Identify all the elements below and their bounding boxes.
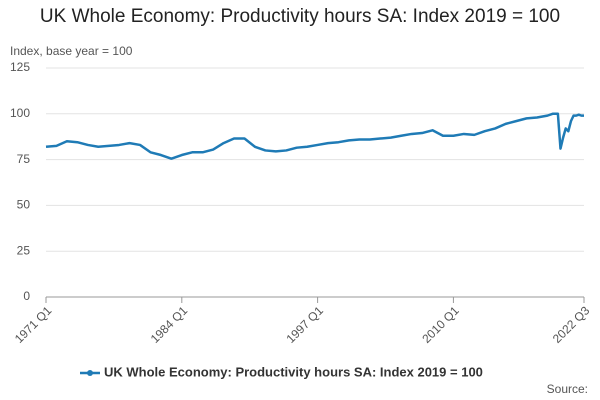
y-tick-label: 0: [23, 289, 30, 303]
y-axis-label: Index, base year = 100: [10, 44, 133, 58]
legend-marker: [87, 370, 93, 376]
source: Source:: [547, 382, 588, 396]
y-tick-label: 75: [17, 152, 31, 166]
x-tick-label: 1997 Q1: [284, 303, 327, 346]
x-tick-label: 1984 Q1: [148, 303, 191, 346]
y-tick-label: 50: [17, 198, 31, 212]
legend-label: UK Whole Economy: Productivity hours SA:…: [104, 364, 483, 379]
x-tick-label: 2010 Q1: [419, 303, 462, 346]
x-tick-label: 1971 Q1: [12, 303, 55, 346]
x-tick-label: 2022 Q3: [550, 303, 593, 346]
y-tick-label: 25: [17, 243, 31, 257]
data-line: [45, 112, 584, 160]
y-tick-label: 100: [10, 106, 30, 120]
y-tick-label: 125: [10, 60, 30, 74]
chart-title: UK Whole Economy: Productivity hours SA:…: [39, 6, 561, 27]
